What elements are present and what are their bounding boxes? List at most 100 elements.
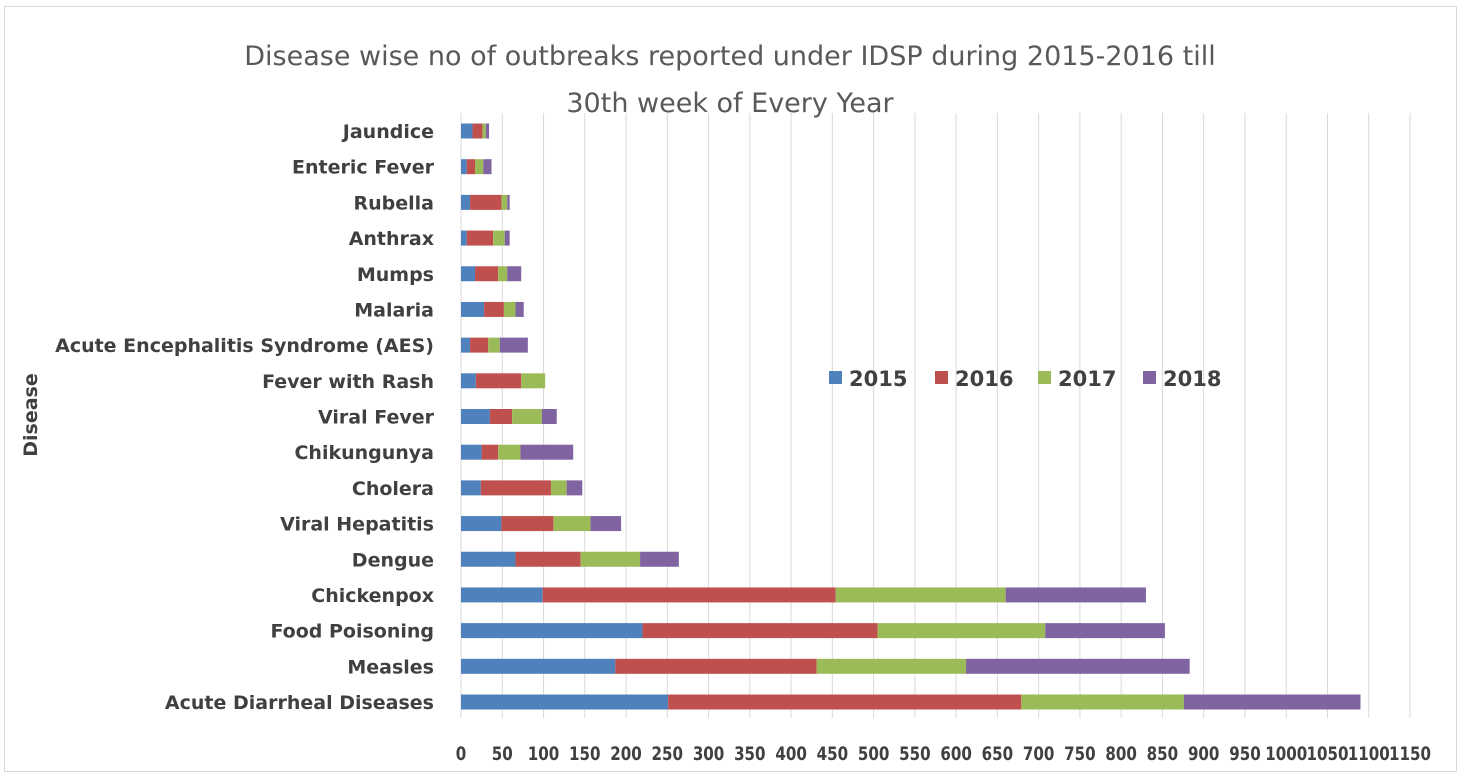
x-tick-label: 250 [652,743,684,765]
x-tick-label: 450 [817,743,849,765]
legend-swatch [1143,371,1156,384]
x-tick-label: 1050 [1306,743,1348,765]
x-tick-label: 900 [1188,743,1220,765]
bar-segment-2018 [966,658,1190,674]
bar-segment-2018 [504,230,510,246]
legend-swatch [829,371,842,384]
bar-segment-2016 [515,551,581,567]
bar-segment-2016 [501,516,554,532]
x-tick-label: 600 [940,743,972,765]
category-label: Chickenpox [311,585,434,607]
category-label: Anthrax [349,228,434,250]
bar-segment-2016 [470,194,502,210]
bar-segment-2018 [483,159,492,175]
category-label: Measles [347,656,434,678]
x-tick-label: 350 [734,743,766,765]
bar-segment-2016 [642,623,878,639]
bar-segment-2015 [461,409,490,424]
x-tick-label: 100 [528,743,560,765]
bar-segment-2015 [461,444,482,460]
category-label: Acute Diarrheal Diseases [165,692,434,714]
bar-segment-2016 [470,337,489,353]
bar-segment-2016 [475,266,499,282]
legend-label: 2016 [955,367,1013,391]
chart-title-line-2: 30th week of Every Year [566,88,894,119]
bar-segment-2015 [461,266,476,282]
bar-segment-2018 [1005,587,1146,603]
bar-segment-2016 [475,373,522,389]
bar-segment-2018 [507,266,522,282]
category-label: Acute Encephalitis Syndrome (AES) [55,335,434,357]
bar-segment-2018 [541,409,557,424]
category-label: Mumps [357,264,434,286]
x-tick-label: 500 [858,743,890,765]
bar-segment-2015 [461,230,467,246]
legend-swatch [1038,371,1051,384]
x-tick-label: 400 [775,743,807,765]
bar-segment-2015 [461,516,502,532]
category-label: Dengue [352,549,434,571]
bar-segment-2017 [488,337,500,353]
bar-segment-2016 [484,301,504,317]
bars [461,123,1361,710]
bar-segment-2015 [461,159,467,175]
bar-segment-2017 [498,444,521,460]
bar-segment-2015 [461,623,643,639]
x-tick-label: 800 [1105,743,1137,765]
bar-segment-2017 [498,266,508,282]
bar-segment-2015 [461,694,669,710]
category-label: Viral Fever [318,407,435,429]
legend-item-2015: 2015 [829,367,907,391]
bar-segment-2017 [580,551,641,567]
bar-segment-2016 [542,587,836,603]
bar-segment-2016 [668,694,1022,710]
category-label: Food Poisoning [270,621,434,643]
x-tick-label: 1100 [1348,743,1390,765]
legend-item-2016: 2016 [935,367,1013,391]
x-tick-label: 1000 [1265,743,1307,765]
bar-segment-2018 [566,480,583,496]
category-label: Cholera [352,478,434,500]
legend-label: 2018 [1163,367,1221,391]
bar-segment-2015 [461,373,476,389]
bar-segment-2015 [461,480,481,496]
x-tick-label: 950 [1229,743,1261,765]
bar-segment-2017 [482,123,486,139]
bar-segment-2017 [877,623,1046,639]
bar-segment-2018 [1183,694,1361,710]
bar-segment-2015 [461,551,516,567]
x-tick-label: 750 [1064,743,1096,765]
x-tick-label: 550 [899,743,931,765]
legend-label: 2017 [1058,367,1116,391]
bar-segment-2016 [466,230,494,246]
bar-segment-2017 [550,480,567,496]
bar-segment-2018 [640,551,679,567]
bar-segment-2017 [1021,694,1184,710]
bar-segment-2017 [475,159,484,175]
y-axis-title: Disease [20,373,42,457]
x-axis-tick-labels: 0 50 100 150 200 250 300 350 400 450 500 550 600 650 7… [456,743,1431,765]
bar-segment-2015 [461,658,616,674]
bar-segment-2015 [461,194,471,210]
bar-segment-2018 [499,337,528,353]
bar-segment-2015 [461,337,471,353]
x-tick-label: 850 [1147,743,1179,765]
bar-segment-2018 [507,194,510,210]
bar-segment-2017 [493,230,505,246]
bar-segment-2018 [520,444,574,460]
bar-segment-2017 [501,194,508,210]
x-tick-label: 700 [1023,743,1055,765]
x-tick-label: 650 [982,743,1014,765]
legend-item-2018: 2018 [1143,367,1221,391]
legend-item-2017: 2017 [1038,367,1116,391]
bar-segment-2016 [481,444,499,460]
category-label: Fever with Rash [262,371,434,393]
category-label: Viral Hepatitis [280,514,434,536]
bar-segment-2016 [480,480,551,496]
bar-segment-2016 [466,159,476,175]
chart-title: Disease wise no of outbreaks reported un… [244,41,1216,119]
x-tick-label: 200 [610,743,642,765]
bar-segment-2017 [816,658,967,674]
category-label: Jaundice [341,121,434,143]
